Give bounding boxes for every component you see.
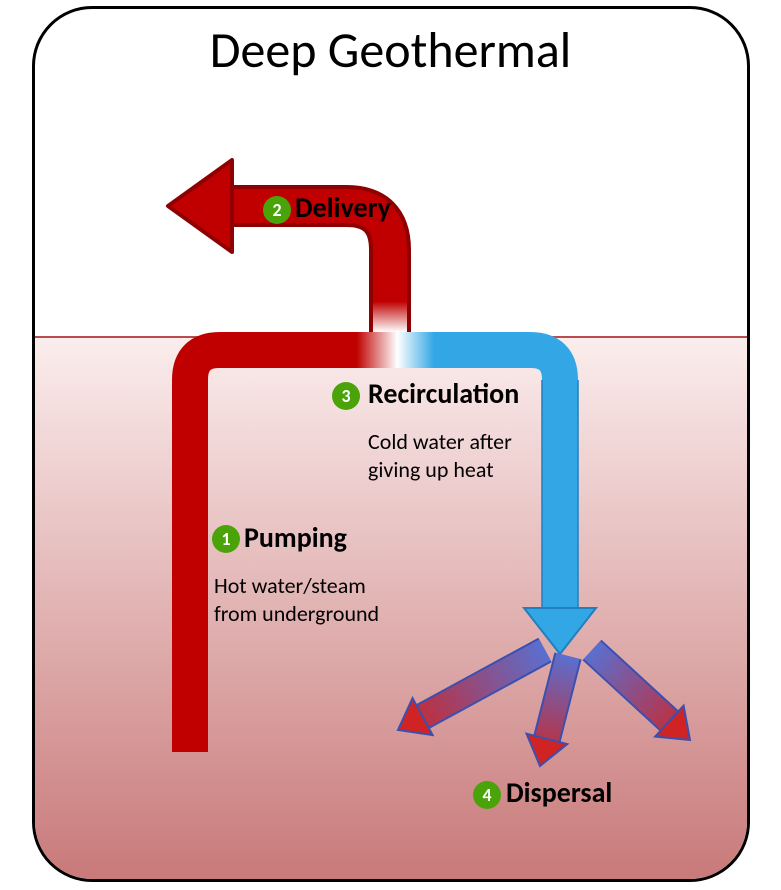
badge-delivery-num: 2 (272, 199, 281, 221)
badge-recirculation-num: 3 (341, 385, 350, 407)
desc-pumping-l1: Hot water/steam (214, 572, 366, 599)
badge-recirculation: 3 (332, 382, 360, 410)
label-dispersal: Dispersal (506, 775, 612, 810)
label-recirculation: Recirculation (368, 376, 519, 411)
label-pumping: Pumping (244, 520, 347, 555)
desc-pumping-l2: from underground (214, 600, 379, 627)
badge-dispersal-num: 4 (482, 784, 491, 806)
desc-pumping: Hot water/steam from underground (214, 572, 379, 628)
badge-delivery: 2 (263, 196, 291, 224)
badge-dispersal: 4 (473, 781, 501, 809)
badge-pumping: 1 (212, 525, 240, 553)
desc-recirc-l2: giving up heat (368, 456, 494, 483)
desc-recirculation: Cold water after giving up heat (368, 428, 512, 484)
page-title: Deep Geothermal (0, 20, 781, 81)
desc-recirc-l1: Cold water after (368, 428, 512, 455)
label-delivery: Delivery (295, 190, 391, 225)
badge-pumping-num: 1 (221, 528, 230, 550)
